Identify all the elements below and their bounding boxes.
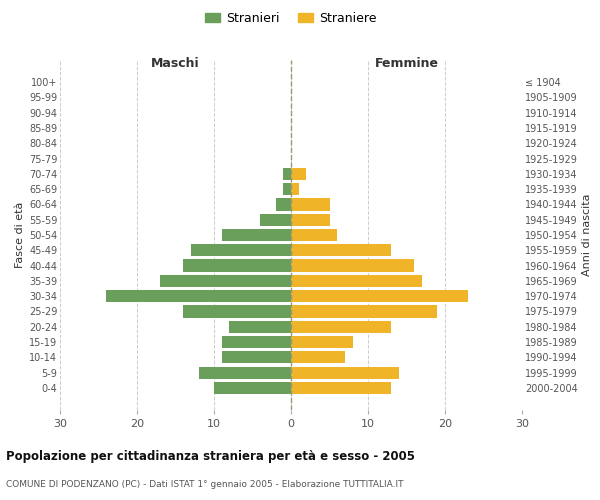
Bar (275, 198, 291, 210)
Bar (291, 352, 345, 364)
Bar (222, 229, 291, 241)
Bar (291, 229, 337, 241)
Bar (214, 382, 291, 394)
Bar (229, 320, 291, 333)
Bar (291, 382, 391, 394)
Text: Femmine: Femmine (374, 57, 439, 70)
Bar (106, 290, 291, 302)
Bar (291, 306, 437, 318)
Text: COMUNE DI PODENZANO (PC) - Dati ISTAT 1° gennaio 2005 - Elaborazione TUTTITALIA.: COMUNE DI PODENZANO (PC) - Dati ISTAT 1°… (6, 480, 404, 489)
Bar (283, 183, 291, 195)
Bar (291, 214, 329, 226)
Bar (183, 260, 291, 272)
Bar (291, 290, 468, 302)
Bar (260, 214, 291, 226)
Legend: Stranieri, Straniere: Stranieri, Straniere (200, 6, 382, 30)
Bar (291, 244, 391, 256)
Bar (191, 244, 291, 256)
Bar (183, 306, 291, 318)
Bar (291, 260, 414, 272)
Bar (291, 336, 353, 348)
Bar (160, 275, 291, 287)
Y-axis label: Fasce di età: Fasce di età (14, 202, 25, 268)
Bar (283, 168, 291, 180)
Bar (291, 183, 299, 195)
Bar (291, 366, 399, 379)
Y-axis label: Anni di nascita: Anni di nascita (582, 194, 592, 276)
Bar (291, 198, 329, 210)
Bar (291, 275, 422, 287)
Text: Maschi: Maschi (151, 57, 200, 70)
Text: Popolazione per cittadinanza straniera per età e sesso - 2005: Popolazione per cittadinanza straniera p… (6, 450, 415, 463)
Bar (291, 168, 307, 180)
Bar (222, 352, 291, 364)
Bar (291, 320, 391, 333)
Bar (222, 336, 291, 348)
Bar (199, 366, 291, 379)
